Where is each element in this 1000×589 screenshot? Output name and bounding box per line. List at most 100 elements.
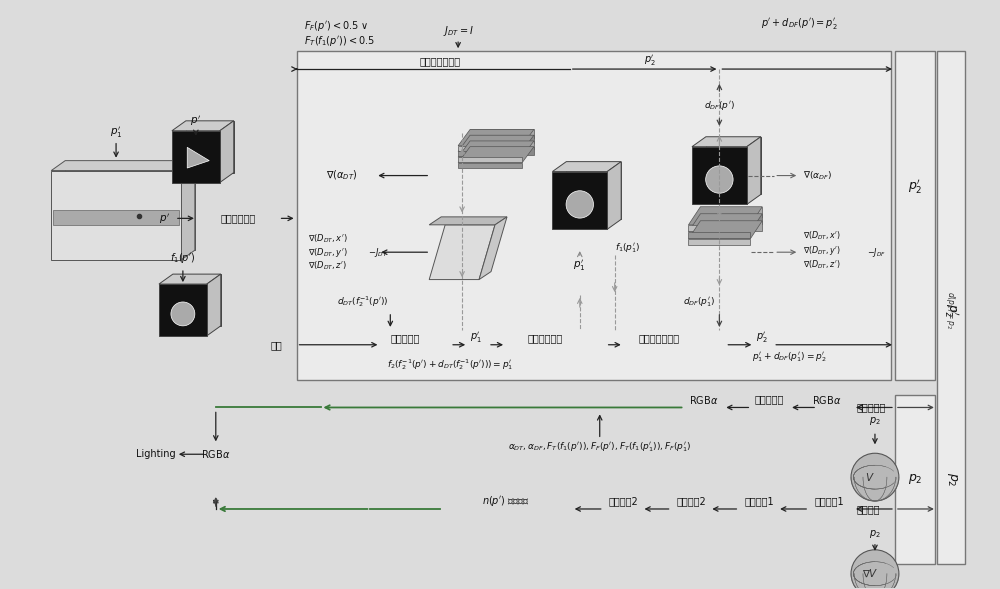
Text: $f_2(f_2^{-1}(p') + d_{DT}(f_2^{-1}(p'))) = p_1'$: $f_2(f_2^{-1}(p') + d_{DT}(f_2^{-1}(p'))… — [387, 357, 513, 372]
Text: 采样体数据: 采样体数据 — [857, 402, 886, 412]
Text: 法向融合1: 法向融合1 — [814, 496, 844, 506]
Circle shape — [851, 550, 899, 589]
Text: $p_1'$: $p_1'$ — [573, 257, 586, 273]
Text: 加变形模板: 加变形模板 — [390, 333, 420, 343]
Text: RGB$\alpha$: RGB$\alpha$ — [201, 448, 230, 460]
Polygon shape — [207, 274, 221, 336]
Text: 采样特征数据: 采样特征数据 — [220, 213, 255, 223]
Text: $F_T(f_1(p')) < 0.5$: $F_T(f_1(p')) < 0.5$ — [304, 34, 374, 48]
Text: 处理不连续: 处理不连续 — [755, 395, 784, 405]
Text: 法向变换1: 法向变换1 — [744, 496, 774, 506]
Bar — [458, 157, 522, 162]
Text: $\nabla(D_{DT}, z')$: $\nabla(D_{DT}, z')$ — [308, 260, 347, 272]
Bar — [692, 147, 747, 204]
Text: $p'$: $p'$ — [159, 211, 170, 226]
Bar — [895, 51, 935, 379]
Text: $\nabla(D_{DT}, x')$: $\nabla(D_{DT}, x')$ — [308, 232, 347, 244]
Polygon shape — [688, 214, 762, 232]
Text: 法向变换2: 法向变换2 — [609, 496, 639, 506]
Polygon shape — [458, 135, 534, 151]
Text: $J_{DT} = I$: $J_{DT} = I$ — [443, 24, 474, 38]
Text: RGB$\alpha$: RGB$\alpha$ — [689, 393, 718, 405]
Text: $p_2'$: $p_2'$ — [756, 330, 768, 345]
Text: $d(p_2) = p_2$: $d(p_2) = p_2$ — [944, 291, 957, 329]
Text: $\nabla(D_{DT}, y')$: $\nabla(D_{DT}, y')$ — [803, 244, 841, 257]
Polygon shape — [747, 137, 761, 204]
Polygon shape — [458, 147, 534, 163]
Text: $d_{DF}(p')$: $d_{DF}(p')$ — [704, 100, 735, 112]
Circle shape — [171, 302, 195, 326]
Polygon shape — [706, 137, 761, 194]
Polygon shape — [187, 147, 209, 168]
Circle shape — [851, 454, 899, 501]
Bar — [700, 221, 762, 231]
Bar — [937, 51, 965, 564]
Text: $n(p')$ 法向融合: $n(p')$ 法向融合 — [482, 494, 530, 508]
Text: $p' + d_{DF}(p') = p_2'$: $p' + d_{DF}(p') = p_2'$ — [761, 16, 838, 31]
Bar — [688, 232, 750, 238]
Text: $p_1'$: $p_1'$ — [110, 125, 122, 140]
Bar — [458, 151, 522, 157]
Text: $-J_{DT}$: $-J_{DT}$ — [368, 246, 388, 259]
Text: $\nabla(D_{DT}, x')$: $\nabla(D_{DT}, x')$ — [803, 229, 841, 241]
Text: 计算法向: 计算法向 — [857, 504, 881, 514]
Text: Lighting: Lighting — [136, 449, 176, 459]
Polygon shape — [458, 141, 534, 157]
Text: $d_{DF}(p_1')$: $d_{DF}(p_1')$ — [683, 295, 716, 309]
Text: $F_F(p') < 0.5$ $\vee$: $F_F(p') < 0.5$ $\vee$ — [304, 19, 368, 33]
Text: $p'$: $p'$ — [190, 114, 201, 128]
Polygon shape — [479, 217, 507, 280]
Text: $p_2$: $p_2$ — [945, 472, 959, 487]
Text: 采样特征数据: 采样特征数据 — [527, 333, 562, 343]
Polygon shape — [186, 121, 234, 173]
Text: $p_1' + d_{DF}(p_1') = p_2'$: $p_1' + d_{DF}(p_1') = p_2'$ — [752, 351, 827, 365]
Text: $\alpha_{DT}, \alpha_{DF}, F_T(f_1(p')), F_F(p'), F_T(f_1(p_1')), F_F(p_1')$: $\alpha_{DT}, \alpha_{DF}, F_T(f_1(p')),… — [508, 441, 692, 454]
Text: $\nabla(\alpha_{DT})$: $\nabla(\alpha_{DT})$ — [326, 169, 358, 183]
Polygon shape — [688, 207, 762, 225]
Text: 法向融合2: 法向融合2 — [677, 496, 706, 506]
Bar — [458, 163, 522, 168]
Text: $\nabla(D_{DT}, z')$: $\nabla(D_{DT}, z')$ — [803, 259, 841, 272]
Polygon shape — [159, 274, 221, 284]
Bar — [700, 207, 762, 217]
Bar — [688, 225, 750, 231]
Polygon shape — [53, 210, 179, 226]
Text: $p_2'$: $p_2'$ — [644, 54, 655, 68]
Bar — [552, 171, 607, 229]
Text: $p_2'$: $p_2'$ — [943, 303, 961, 317]
Text: $p_2$: $p_2$ — [869, 528, 881, 540]
Text: RGB$\alpha$: RGB$\alpha$ — [812, 393, 842, 405]
Text: 加速速度位移场: 加速速度位移场 — [639, 333, 680, 343]
Text: $\nabla V$: $\nabla V$ — [862, 568, 879, 580]
Polygon shape — [566, 161, 621, 219]
Text: $f_1(p_1')$: $f_1(p_1')$ — [615, 241, 640, 255]
Bar — [51, 171, 181, 260]
Bar — [688, 239, 750, 245]
Circle shape — [706, 166, 733, 193]
Circle shape — [566, 191, 593, 218]
Bar — [895, 395, 935, 564]
Text: $d_{DT}(f_2^{-1}(p'))$: $d_{DT}(f_2^{-1}(p'))$ — [337, 294, 388, 309]
Polygon shape — [220, 121, 234, 183]
Text: $-J_{DF}$: $-J_{DF}$ — [867, 246, 886, 259]
Bar — [172, 131, 220, 183]
Text: $\nabla(\alpha_{DF})$: $\nabla(\alpha_{DF})$ — [803, 169, 832, 182]
Bar — [470, 147, 534, 155]
Text: $p_2'$: $p_2'$ — [908, 177, 922, 194]
Polygon shape — [51, 161, 195, 171]
Polygon shape — [173, 274, 221, 326]
Text: $p_2$: $p_2$ — [869, 415, 881, 428]
Polygon shape — [692, 137, 761, 147]
Polygon shape — [607, 161, 621, 229]
Polygon shape — [429, 225, 495, 280]
Text: $p_2$: $p_2$ — [908, 472, 922, 486]
Text: $V$: $V$ — [865, 471, 875, 483]
Text: 加速速度位移场: 加速速度位移场 — [420, 56, 461, 66]
Polygon shape — [688, 221, 762, 239]
Bar — [470, 135, 534, 144]
Bar — [159, 284, 207, 336]
Polygon shape — [429, 217, 507, 225]
Text: $p_1'$: $p_1'$ — [470, 330, 482, 345]
Bar — [297, 51, 891, 379]
Text: 否则: 否则 — [271, 340, 282, 350]
